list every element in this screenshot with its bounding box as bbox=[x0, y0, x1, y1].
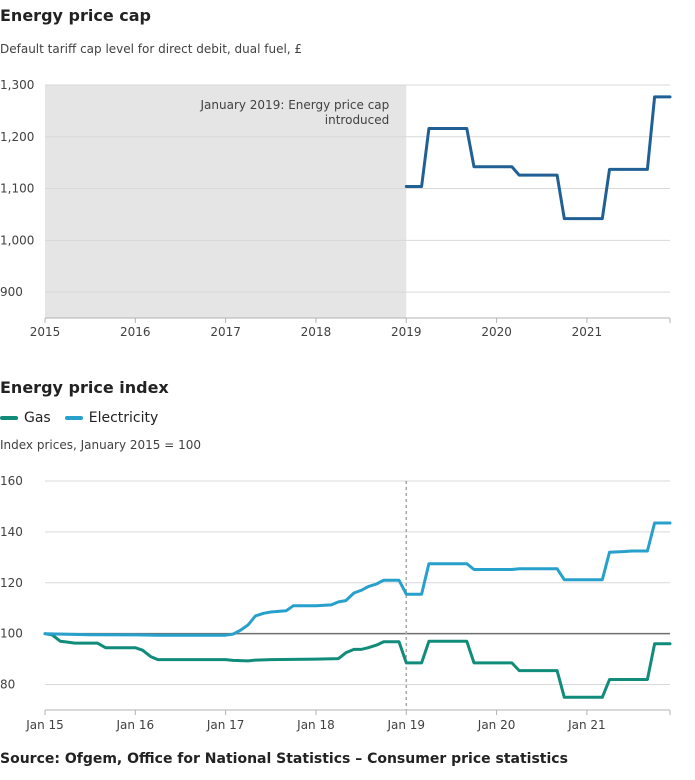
cap-x-tick-label: 2018 bbox=[301, 325, 332, 339]
cap-x-tick-label: 2016 bbox=[120, 325, 151, 339]
index-y-tick-label: 80 bbox=[0, 678, 15, 692]
cap-x-tick-label: 2020 bbox=[481, 325, 512, 339]
cap-y-tick-label: 1,100 bbox=[0, 182, 34, 196]
index-x-tick-label: Jan 21 bbox=[567, 718, 606, 732]
cap-series-line bbox=[404, 95, 672, 221]
pre-cap-shaded-region bbox=[45, 85, 407, 318]
index-chart-subtitle: Index prices, January 2015 = 100 bbox=[0, 438, 202, 452]
cap-chart: 900 1,000 1,100 1,200 1,300 2015 2016 2017 2018 2… bbox=[0, 78, 672, 339]
legend: Gas Electricity bbox=[0, 410, 172, 426]
index-y-tick-label: 120 bbox=[0, 576, 23, 590]
cap-y-tick-label: 1,200 bbox=[0, 130, 34, 144]
index-x-tick-label: Jan 16 bbox=[116, 718, 155, 732]
cap-y-tick-label: 1,000 bbox=[0, 233, 34, 247]
index-chart-title: Energy price index bbox=[0, 378, 169, 397]
index-x-tick-label: Jan 20 bbox=[477, 718, 516, 732]
index-chart: 80 100 120 140 160 Jan 15 Jan 16 Jan 17 Jan 18 Ja… bbox=[0, 474, 672, 732]
cap-x-tick-label: 2017 bbox=[210, 325, 241, 339]
index-x-tick-label: Jan 19 bbox=[386, 718, 425, 732]
legend-label-electricity: Electricity bbox=[88, 410, 159, 426]
index-x-tick-label: Jan 15 bbox=[25, 718, 64, 732]
index-y-tick-label: 100 bbox=[0, 627, 23, 641]
legend-swatch-gas bbox=[0, 416, 18, 420]
index-y-tick-label: 160 bbox=[0, 474, 23, 488]
legend-item-electricity: Electricity bbox=[64, 410, 159, 426]
cap-chart-title: Energy price cap bbox=[0, 6, 151, 25]
legend-item-gas: Gas bbox=[0, 410, 51, 426]
cap-annotation-line2: introduced bbox=[325, 113, 389, 127]
legend-swatch-electricity bbox=[64, 416, 83, 420]
cap-x-tick-label: 2015 bbox=[30, 325, 61, 339]
cap-x-tick-label: 2019 bbox=[391, 325, 422, 339]
index-y-tick-label: 140 bbox=[0, 525, 23, 539]
index-series-gas bbox=[43, 632, 672, 699]
legend-label-gas: Gas bbox=[24, 410, 51, 426]
cap-y-tick-label: 1,300 bbox=[0, 78, 34, 92]
index-x-tick-label: Jan 18 bbox=[296, 718, 335, 732]
index-x-tick-label: Jan 17 bbox=[206, 718, 245, 732]
cap-chart-subtitle: Default tariff cap level for direct debi… bbox=[0, 42, 303, 56]
source-note: Source: Ofgem, Office for National Stati… bbox=[0, 751, 568, 767]
cap-annotation-line1: January 2019: Energy price cap bbox=[199, 98, 389, 112]
cap-y-tick-label: 900 bbox=[0, 285, 23, 299]
cap-x-tick-label: 2021 bbox=[572, 325, 603, 339]
index-series-electricity bbox=[43, 521, 672, 637]
